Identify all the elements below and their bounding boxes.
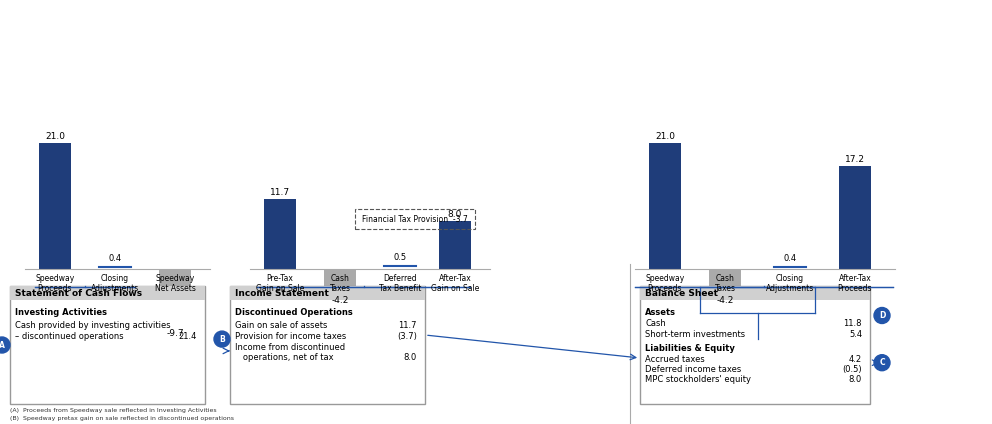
- Text: Cash: Cash: [645, 319, 666, 328]
- Circle shape: [214, 331, 230, 347]
- Text: Accrued taxes: Accrued taxes: [645, 355, 704, 364]
- Text: 21.0: 21.0: [45, 132, 65, 141]
- Text: 0.4: 0.4: [784, 254, 797, 262]
- Text: 21.0: 21.0: [655, 132, 675, 141]
- Text: 11.7: 11.7: [399, 321, 417, 330]
- Text: (B)  Speedway pretax gain on sale reflected in discontinued operations: (B) Speedway pretax gain on sale reflect…: [10, 416, 234, 421]
- Text: Cash provided by investing activities: Cash provided by investing activities: [15, 321, 171, 330]
- FancyBboxPatch shape: [230, 286, 425, 404]
- Text: 0.5: 0.5: [394, 253, 407, 262]
- Text: 17.2: 17.2: [845, 155, 865, 164]
- Text: Cash
Taxes: Cash Taxes: [329, 274, 350, 293]
- Text: Income from discontinued: Income from discontinued: [235, 343, 345, 352]
- Text: 0.4: 0.4: [108, 254, 122, 262]
- Text: Gain on sale of assets: Gain on sale of assets: [235, 321, 327, 330]
- Text: Closing
Adjustments: Closing Adjustments: [91, 274, 139, 293]
- Text: Speedway
Proceeds: Speedway Proceeds: [646, 274, 684, 293]
- Bar: [324, 269, 356, 294]
- Bar: [839, 166, 871, 269]
- Text: D: D: [879, 311, 885, 320]
- Bar: [10, 286, 205, 300]
- Text: After-Tax
Gain on Sale: After-Tax Gain on Sale: [431, 274, 479, 293]
- Bar: [39, 143, 71, 269]
- Text: 21.4: 21.4: [179, 332, 197, 341]
- Bar: [355, 209, 475, 229]
- FancyBboxPatch shape: [10, 286, 205, 404]
- Text: Deferred
Tax Benefit: Deferred Tax Benefit: [379, 274, 422, 293]
- Circle shape: [0, 337, 10, 353]
- Text: operations, net of tax: operations, net of tax: [235, 353, 333, 362]
- FancyBboxPatch shape: [640, 286, 870, 404]
- Text: Financial Tax Provision  -3.7: Financial Tax Provision -3.7: [362, 215, 468, 223]
- Circle shape: [874, 355, 890, 371]
- Text: After-Tax
Proceeds: After-Tax Proceeds: [838, 274, 872, 293]
- Bar: [230, 286, 425, 300]
- Text: – discontinued operations: – discontinued operations: [15, 332, 124, 341]
- Text: -4.2: -4.2: [331, 296, 348, 305]
- Text: -4.2: -4.2: [716, 296, 734, 305]
- Text: Short-term investments: Short-term investments: [645, 330, 745, 339]
- Text: 8.0: 8.0: [404, 353, 417, 362]
- Text: Discontinued Operations: Discontinued Operations: [235, 308, 353, 317]
- Text: 8.0: 8.0: [447, 210, 462, 219]
- Bar: [159, 269, 191, 327]
- Bar: [649, 143, 681, 269]
- Text: 4.2: 4.2: [849, 355, 862, 364]
- Text: A: A: [0, 340, 5, 349]
- Text: (0.5): (0.5): [842, 365, 862, 374]
- Bar: [264, 199, 296, 269]
- Text: 11.7: 11.7: [270, 188, 290, 197]
- Bar: [709, 269, 741, 294]
- Text: Assets: Assets: [645, 308, 676, 317]
- Text: Balance Sheet: Balance Sheet: [645, 288, 718, 298]
- Text: Speedway
Net Assets: Speedway Net Assets: [155, 274, 195, 293]
- Text: 5.4: 5.4: [849, 330, 862, 339]
- Text: Investing Activities: Investing Activities: [15, 308, 107, 317]
- Text: B: B: [219, 335, 225, 343]
- Text: (3.7): (3.7): [397, 332, 417, 341]
- Text: Deferred income taxes: Deferred income taxes: [645, 365, 741, 374]
- Text: (A)  Proceeds from Speedway sale reflected in Investing Activities: (A) Proceeds from Speedway sale reflecte…: [10, 408, 216, 413]
- Text: Liabilities & Equity: Liabilities & Equity: [645, 344, 735, 353]
- Text: Speedway
Proceeds: Speedway Proceeds: [36, 274, 74, 293]
- Text: Closing
Adjustments: Closing Adjustments: [766, 274, 814, 293]
- Text: MPC stockholders' equity: MPC stockholders' equity: [645, 375, 751, 384]
- Text: 11.8: 11.8: [843, 319, 862, 328]
- Text: Provision for income taxes: Provision for income taxes: [235, 332, 346, 341]
- Text: Cash
Taxes: Cash Taxes: [714, 274, 735, 293]
- Text: C: C: [879, 358, 885, 367]
- Bar: [640, 286, 870, 300]
- Text: Statement of Cash Flows: Statement of Cash Flows: [15, 288, 142, 298]
- Text: Pre-Tax
Gain on Sale: Pre-Tax Gain on Sale: [256, 274, 305, 293]
- Text: 8.0: 8.0: [849, 375, 862, 384]
- Bar: [439, 221, 471, 269]
- Text: Income Statement: Income Statement: [235, 288, 329, 298]
- Text: -9.7: -9.7: [167, 329, 184, 338]
- Circle shape: [874, 307, 890, 324]
